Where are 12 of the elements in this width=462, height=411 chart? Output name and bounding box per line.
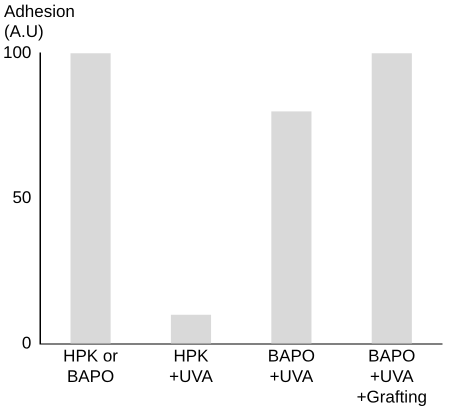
bar [170, 314, 212, 344]
y-axis-title: Adhesion (A.U) [4, 2, 75, 42]
bar [271, 111, 312, 344]
bar [372, 53, 412, 344]
y-tick-label: 100 [2, 42, 32, 62]
x-tick-label: BAPO +UVA [268, 346, 316, 386]
bar [70, 53, 111, 344]
y-tick-label: 0 [22, 333, 32, 352]
x-tick-label: HPK or BAPO [63, 346, 118, 386]
x-tick-label: BAPO +UVA +Grafting [356, 346, 427, 406]
x-tick-label: HPK +UVA [169, 346, 214, 386]
y-tick-label: 50 [12, 188, 32, 208]
